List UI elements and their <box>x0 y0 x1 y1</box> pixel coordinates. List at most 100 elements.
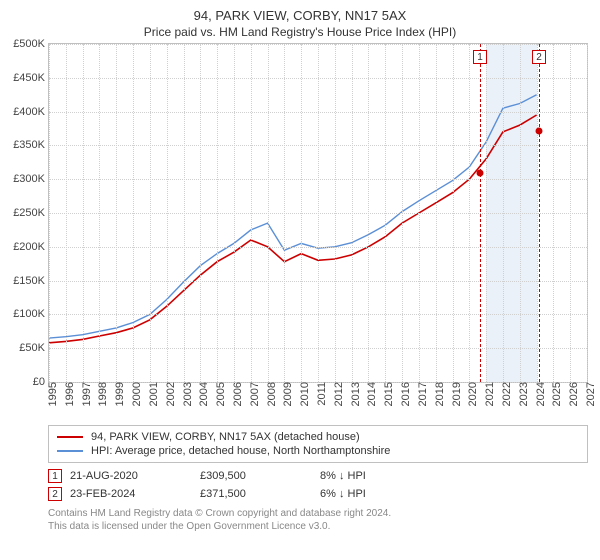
x-axis-label: 1998 <box>94 382 109 406</box>
chart-subtitle: Price paid vs. HM Land Registry's House … <box>0 23 600 43</box>
x-axis-label: 2027 <box>582 382 597 406</box>
y-axis-label: £350K <box>0 139 49 151</box>
chart-container: 94, PARK VIEW, CORBY, NN17 5AX Price pai… <box>0 0 600 560</box>
gridline-v <box>453 44 454 382</box>
gridline-v <box>66 44 67 382</box>
gridline-v <box>469 44 470 382</box>
x-axis-label: 2019 <box>448 382 463 406</box>
legend-swatch <box>57 436 83 438</box>
marker-line <box>539 44 540 382</box>
gridline-v <box>116 44 117 382</box>
x-axis-label: 2001 <box>145 382 160 406</box>
x-axis-label: 2013 <box>347 382 362 406</box>
x-axis-label: 2020 <box>464 382 479 406</box>
x-axis-label: 2000 <box>128 382 143 406</box>
gridline-v <box>167 44 168 382</box>
y-axis-label: £50K <box>0 342 49 354</box>
x-axis-label: 1995 <box>44 382 59 406</box>
gridline-v <box>184 44 185 382</box>
table-delta: 6% ↓ HPI <box>320 488 440 500</box>
gridline-v <box>520 44 521 382</box>
chart-title: 94, PARK VIEW, CORBY, NN17 5AX <box>0 0 600 23</box>
gridline-v <box>436 44 437 382</box>
gridline-v <box>150 44 151 382</box>
x-axis-label: 2007 <box>246 382 261 406</box>
gridline-v <box>335 44 336 382</box>
gridline-v <box>352 44 353 382</box>
table-date: 21-AUG-2020 <box>70 470 200 482</box>
marker-label: 1 <box>473 50 487 64</box>
y-axis-label: £150K <box>0 275 49 287</box>
table-delta: 8% ↓ HPI <box>320 470 440 482</box>
x-axis-label: 2004 <box>195 382 210 406</box>
x-axis-label: 2011 <box>313 382 328 406</box>
x-axis-label: 2017 <box>414 382 429 406</box>
x-axis-label: 2024 <box>532 382 547 406</box>
x-axis-label: 1996 <box>61 382 76 406</box>
table-price: £371,500 <box>200 488 320 500</box>
gridline-v <box>83 44 84 382</box>
x-axis-label: 2026 <box>565 382 580 406</box>
gridline-v <box>284 44 285 382</box>
gridline-v <box>553 44 554 382</box>
gridline-v <box>419 44 420 382</box>
x-axis-label: 2005 <box>212 382 227 406</box>
x-axis-label: 2022 <box>498 382 513 406</box>
gridline-v <box>587 44 588 382</box>
legend-label: HPI: Average price, detached house, Nort… <box>91 445 390 457</box>
y-axis-label: £200K <box>0 241 49 253</box>
transaction-table: 121-AUG-2020£309,5008% ↓ HPI223-FEB-2024… <box>48 469 588 501</box>
legend-swatch <box>57 450 83 452</box>
x-axis-label: 2009 <box>279 382 294 406</box>
series-line-price_paid <box>49 115 537 343</box>
series-line-hpi <box>49 95 537 338</box>
gridline-v <box>133 44 134 382</box>
x-axis-label: 2025 <box>548 382 563 406</box>
table-marker: 2 <box>48 487 62 501</box>
y-axis-label: £250K <box>0 207 49 219</box>
gridline-v <box>99 44 100 382</box>
gridline-v <box>402 44 403 382</box>
attribution-line-2: This data is licensed under the Open Gov… <box>48 520 588 533</box>
x-axis-label: 1997 <box>78 382 93 406</box>
x-axis-label: 2003 <box>179 382 194 406</box>
gridline-v <box>486 44 487 382</box>
gridline-v <box>200 44 201 382</box>
gridline-v <box>537 44 538 382</box>
y-axis-label: £450K <box>0 72 49 84</box>
x-axis-label: 2006 <box>229 382 244 406</box>
x-axis-label: 2008 <box>263 382 278 406</box>
legend-row: 94, PARK VIEW, CORBY, NN17 5AX (detached… <box>57 430 579 444</box>
attribution-text: Contains HM Land Registry data © Crown c… <box>48 507 588 533</box>
x-axis-label: 2021 <box>481 382 496 406</box>
attribution-line-1: Contains HM Land Registry data © Crown c… <box>48 507 588 520</box>
gridline-v <box>503 44 504 382</box>
y-axis-label: £0 <box>0 376 49 388</box>
gridline-v <box>385 44 386 382</box>
y-axis-label: £100K <box>0 308 49 320</box>
y-axis-label: £500K <box>0 38 49 50</box>
x-axis-label: 2023 <box>515 382 530 406</box>
y-axis-label: £400K <box>0 106 49 118</box>
gridline-v <box>49 44 50 382</box>
gridline-v <box>368 44 369 382</box>
legend-box: 94, PARK VIEW, CORBY, NN17 5AX (detached… <box>48 425 588 463</box>
legend-label: 94, PARK VIEW, CORBY, NN17 5AX (detached… <box>91 431 360 443</box>
gridline-v <box>251 44 252 382</box>
y-axis-label: £300K <box>0 173 49 185</box>
x-axis-label: 2014 <box>363 382 378 406</box>
chart-plot-area: £0£50K£100K£150K£200K£250K£300K£350K£400… <box>48 43 588 383</box>
table-marker: 1 <box>48 469 62 483</box>
table-price: £309,500 <box>200 470 320 482</box>
legend-section: 94, PARK VIEW, CORBY, NN17 5AX (detached… <box>48 425 588 533</box>
x-axis-label: 1999 <box>111 382 126 406</box>
gridline-v <box>217 44 218 382</box>
marker-label: 2 <box>532 50 546 64</box>
marker-dot <box>477 169 484 176</box>
x-axis-label: 2012 <box>330 382 345 406</box>
gridline-v <box>301 44 302 382</box>
gridline-v <box>234 44 235 382</box>
marker-dot <box>536 127 543 134</box>
x-axis-label: 2016 <box>397 382 412 406</box>
marker-line <box>480 44 481 382</box>
